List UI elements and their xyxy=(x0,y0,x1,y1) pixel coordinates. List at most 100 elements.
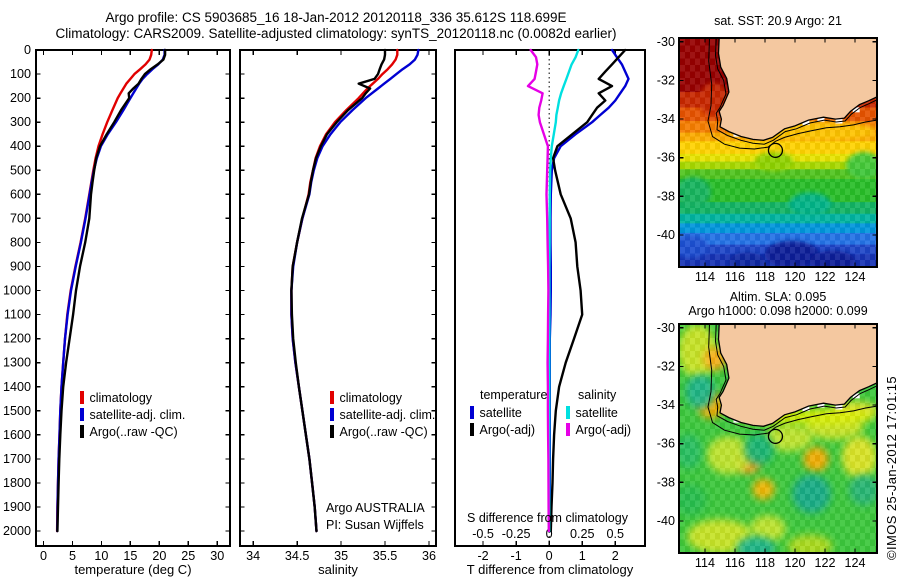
tick-label: -36 xyxy=(657,437,675,451)
imos-credit: ©IMOS 25-Jan-2012 17:01:15 xyxy=(884,375,899,560)
tick-label: 700 xyxy=(10,211,31,225)
tick-label: 300 xyxy=(10,115,31,129)
tick-label: 116 xyxy=(725,270,745,284)
temperature-profile-panel: 0 5 10 15 20 25 300100200300400500600700800900… xyxy=(3,43,231,563)
tick-label: -32 xyxy=(657,359,675,373)
tdiff-satellite-swatch xyxy=(470,406,474,419)
legend-label: satellite xyxy=(575,405,618,420)
tick-label: -38 xyxy=(657,475,675,489)
tick-label: 400 xyxy=(10,139,31,153)
tick-label: -30 xyxy=(657,321,675,335)
tick-label: 15 xyxy=(123,549,137,563)
pi-name: PI: Susan Wijffels xyxy=(326,518,424,532)
tick-label: 1200 xyxy=(3,332,31,346)
tick-label: -32 xyxy=(657,73,675,87)
tdiff-argo-swatch xyxy=(470,423,474,436)
legend-item: satellite-adj. clim. xyxy=(80,406,185,423)
sla-map-title-line2: Argo h1000: 0.098 h2000: 0.099 xyxy=(688,304,868,318)
tick-label: -36 xyxy=(657,151,675,165)
tick-label: -40 xyxy=(657,228,675,242)
offshore-contour xyxy=(707,38,877,150)
tick-label: -0.5 xyxy=(472,527,494,541)
legend-item: Argo(-adj) xyxy=(566,421,631,438)
tick-label: 116 xyxy=(725,556,745,570)
curve-s-argo-adj- xyxy=(526,48,550,533)
sla-map-field xyxy=(679,324,877,553)
legend-title: temperature xyxy=(480,388,548,402)
offshore-contour xyxy=(707,324,877,436)
program-credit: Argo AUSTRALIA PI: Susan Wijffels xyxy=(326,500,425,534)
tick-label: 1700 xyxy=(3,452,31,466)
sst-map-title: sat. SST: 20.9 Argo: 21 xyxy=(714,14,842,28)
tick-label: 122 xyxy=(814,270,835,284)
tick-label: 120 xyxy=(784,270,805,284)
tick-label: -1 xyxy=(511,549,522,563)
legend-item: satellite xyxy=(566,404,631,421)
curve-argo-raw-qc- xyxy=(56,48,167,533)
tick-label: 1900 xyxy=(3,500,31,514)
tick-label: 34.5 xyxy=(285,549,310,563)
legend-label: climatology xyxy=(89,390,153,405)
nearshore-contour xyxy=(714,38,877,145)
legend-item: Argo(..raw -QC) xyxy=(80,423,185,440)
coastline xyxy=(717,324,877,427)
tick-label: 800 xyxy=(10,235,31,249)
tdiff-axis-label: T difference from climatology xyxy=(466,562,634,577)
sst-map-field xyxy=(679,38,877,267)
legend-item: climatology xyxy=(80,389,185,406)
argo-line-swatch xyxy=(80,425,84,438)
tick-label: 2 xyxy=(612,549,619,563)
tick-label: 124 xyxy=(844,556,865,570)
legend-label: Argo(..raw -QC) xyxy=(339,424,428,439)
tick-label: 30 xyxy=(210,549,224,563)
legend-label: satellite-adj. clim. xyxy=(89,407,186,422)
legend-label: Argo(-adj) xyxy=(479,422,536,437)
curve-s-satellite xyxy=(548,48,580,533)
tick-label: -34 xyxy=(657,398,675,412)
sla-map-title-line1: Altim. SLA: 0.095 xyxy=(729,290,827,304)
tick-label: -38 xyxy=(657,189,675,203)
legend-label: satellite-adj. clim. xyxy=(339,407,436,422)
legend-item: satellite-adj. clim. xyxy=(330,406,435,423)
salinity-axis-label: salinity xyxy=(318,562,358,577)
tick-label: 120 xyxy=(784,556,805,570)
curve-t-argo-adj- xyxy=(549,48,627,533)
sst-map: 114 116 118 120 122 124 -30 -32 -34 -36 -38 -40 xyxy=(657,35,878,284)
tick-label: 5 xyxy=(69,549,76,563)
tick-label: 1300 xyxy=(3,356,31,370)
legend-item: satellite xyxy=(470,404,547,421)
tick-label: 124 xyxy=(844,270,865,284)
tick-label: 500 xyxy=(10,163,31,177)
program-name: Argo AUSTRALIA xyxy=(326,501,425,515)
legend-title: salinity xyxy=(578,388,617,402)
temperature-axis-label: temperature (deg C) xyxy=(74,562,192,577)
tick-label: 600 xyxy=(10,187,31,201)
tick-label: 114 xyxy=(695,270,715,284)
climatology-line-swatch xyxy=(330,391,334,404)
tick-label: 200 xyxy=(10,91,31,105)
tick-label: 35 xyxy=(334,549,348,563)
tick-label: -0.25 xyxy=(502,527,531,541)
tick-label: 1 xyxy=(579,549,586,563)
tick-label: 1600 xyxy=(3,428,31,442)
tick-label: 36 xyxy=(422,549,436,563)
tick-label: -40 xyxy=(657,514,675,528)
tick-label: 1100 xyxy=(4,308,31,322)
tick-label: 0.25 xyxy=(570,527,595,541)
satellite-line-swatch xyxy=(80,408,84,421)
tick-label: 34 xyxy=(246,549,260,563)
curve-climatology xyxy=(290,48,399,533)
tick-label: 1800 xyxy=(3,476,31,490)
tick-label: 35.5 xyxy=(373,549,398,563)
satellite-line-swatch xyxy=(330,408,334,421)
curve-argo-raw-qc- xyxy=(290,48,387,533)
legend-item: Argo(-adj) xyxy=(470,421,547,438)
sdiff-legend: salinity satellite Argo(-adj) xyxy=(566,388,631,438)
tick-label: 1400 xyxy=(3,380,31,394)
figure-title-line1: Argo profile: CS 5903685_16 18-Jan-2012 … xyxy=(105,10,567,25)
tick-label: -30 xyxy=(657,35,675,49)
tick-label: 25 xyxy=(181,549,195,563)
tick-label: 900 xyxy=(10,259,31,273)
